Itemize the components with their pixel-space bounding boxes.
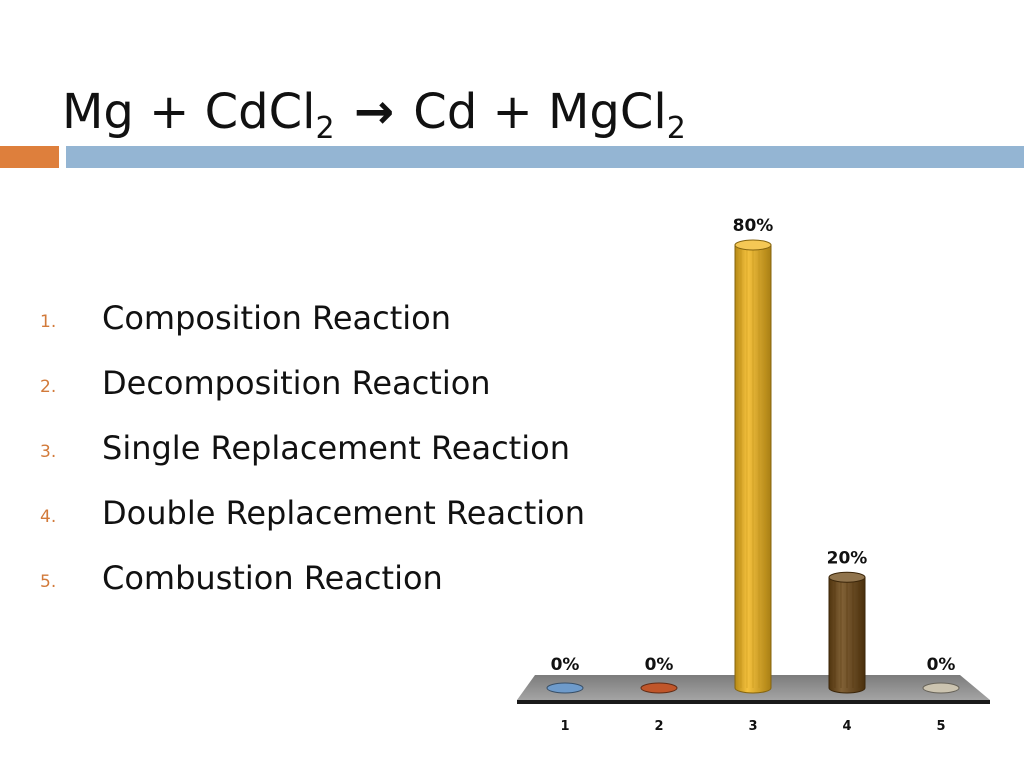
category-label: 1 bbox=[560, 719, 569, 734]
option-label: Composition Reaction bbox=[102, 299, 451, 337]
category-label: 3 bbox=[748, 719, 757, 734]
option-number: 1. bbox=[40, 312, 57, 332]
option-number: 4. bbox=[40, 507, 57, 527]
value-label: 0% bbox=[645, 655, 674, 675]
option-number: 2. bbox=[40, 377, 57, 397]
chart-floor-edge bbox=[517, 700, 990, 704]
category-label: 4 bbox=[842, 719, 851, 734]
option-number: 3. bbox=[40, 442, 57, 462]
option-number: 5. bbox=[40, 572, 57, 592]
answer-option-4: 4. Double Replacement Reaction bbox=[40, 491, 585, 556]
value-label: 0% bbox=[551, 655, 580, 675]
answer-option-5: 5. Combustion Reaction bbox=[40, 556, 585, 621]
option-label: Single Replacement Reaction bbox=[102, 429, 570, 467]
bar-1 bbox=[546, 682, 584, 694]
orange-accent-bar bbox=[0, 146, 59, 168]
reaction-arrow-icon: → bbox=[353, 84, 395, 140]
title-products: Cd + MgCl bbox=[413, 84, 667, 140]
title-reactants: Mg + CdCl bbox=[62, 84, 316, 140]
value-label: 80% bbox=[733, 216, 774, 236]
title-subscript-2: 2 bbox=[666, 111, 686, 146]
answer-option-2: 2. Decomposition Reaction bbox=[40, 361, 585, 426]
title-subscript-1: 2 bbox=[315, 111, 335, 146]
answer-options-list: 1. Composition Reaction 2. Decomposition… bbox=[40, 296, 585, 621]
category-label: 2 bbox=[654, 719, 663, 734]
value-label: 0% bbox=[927, 655, 956, 675]
value-label: 20% bbox=[827, 548, 868, 568]
option-label: Combustion Reaction bbox=[102, 559, 443, 597]
option-label: Double Replacement Reaction bbox=[102, 494, 585, 532]
bar-2 bbox=[640, 682, 678, 694]
response-bar-chart: 0% 1 0% 2 80% 3 20% 4 0% 5 bbox=[517, 216, 990, 734]
answer-option-3: 3. Single Replacement Reaction bbox=[40, 426, 585, 491]
option-label: Decomposition Reaction bbox=[102, 364, 491, 402]
bar-5 bbox=[922, 682, 960, 694]
answer-option-1: 1. Composition Reaction bbox=[40, 296, 585, 361]
bar-cap bbox=[828, 571, 866, 583]
slide-title: Mg + CdCl2 → Cd + MgCl2 bbox=[62, 88, 686, 144]
blue-accent-bar bbox=[66, 146, 1024, 168]
bar-cap bbox=[734, 239, 772, 251]
category-label: 5 bbox=[936, 719, 945, 734]
